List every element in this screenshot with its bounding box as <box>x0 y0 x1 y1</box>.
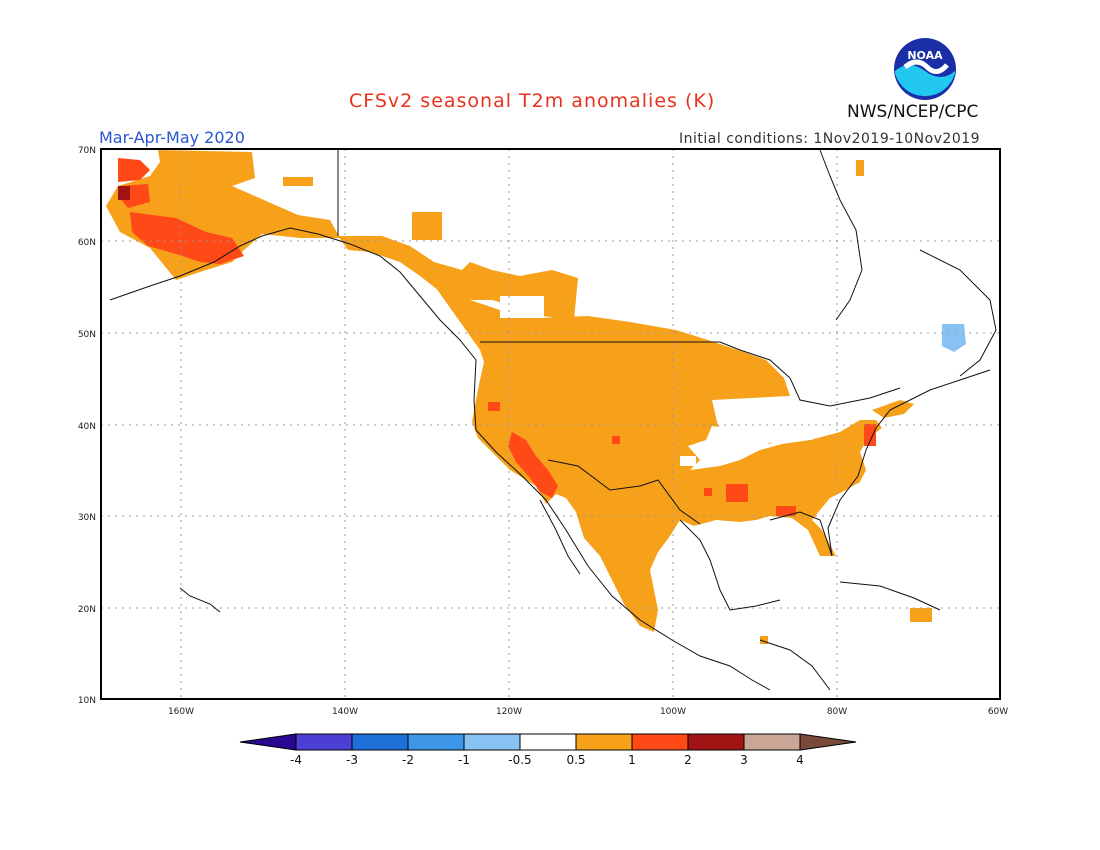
anomaly-fields <box>106 150 966 644</box>
lon-tick-label: 80W <box>827 707 847 717</box>
lat-tick-label: 70N <box>78 146 96 156</box>
lat-tick-label: 30N <box>78 513 96 523</box>
anomaly-region-southwest <box>508 432 558 498</box>
anomaly-region-quebec <box>942 324 966 352</box>
map-frame <box>100 148 1001 700</box>
colorbar-label: 0.5 <box>566 753 585 767</box>
agency-label: NWS/NCEP/CPC <box>847 102 979 122</box>
lon-ticks: 160W 140W 120W 100W 80W 60W <box>168 707 1008 717</box>
colorbar-label: -3 <box>346 753 358 767</box>
colorbar-segment <box>295 733 353 751</box>
noaa-logo-icon: NOAA <box>893 37 957 101</box>
colorbar-segment <box>407 733 465 751</box>
lon-tick-label: 60W <box>988 707 1008 717</box>
colorbar-segment <box>463 733 521 751</box>
colorbar-segment <box>575 733 633 751</box>
lat-tick-label: 40N <box>78 422 96 432</box>
colorbar-segment <box>631 733 689 751</box>
colorbar-label: 3 <box>740 753 748 767</box>
colorbar-label: 4 <box>796 753 804 767</box>
colorbar-segment <box>687 733 745 751</box>
anomaly-region-conus <box>436 288 882 632</box>
colorbar: -4 -3 -2 -1 -0.5 0.5 1 2 3 4 <box>239 733 857 767</box>
colorbar-arrow-low <box>239 733 297 751</box>
lon-tick-label: 140W <box>332 707 358 717</box>
map-title: CFSv2 seasonal T2m anomalies (K) <box>349 90 716 112</box>
lon-tick-label: 120W <box>496 707 522 717</box>
initial-conditions-label: Initial conditions: 1Nov2019-10Nov2019 <box>679 131 981 147</box>
lat-tick-label: 20N <box>78 605 96 615</box>
lat-tick-label: 60N <box>78 238 96 248</box>
colorbar-label: 2 <box>684 753 692 767</box>
logo-text: NOAA <box>907 49 943 62</box>
colorbar-label: -1 <box>458 753 470 767</box>
lat-tick-label: 10N <box>78 696 96 706</box>
colorbar-arrow-high <box>799 733 857 751</box>
lat-tick-label: 50N <box>78 330 96 340</box>
lat-ticks: 70N 60N 50N 40N 30N 20N 10N <box>78 146 96 706</box>
coastlines <box>109 149 997 691</box>
season-label: Mar-Apr-May 2020 <box>99 128 245 147</box>
colorbar-segment <box>351 733 409 751</box>
lon-tick-label: 100W <box>660 707 686 717</box>
colorbar-label: -4 <box>290 753 302 767</box>
map-gridlines <box>101 149 1000 699</box>
colorbar-label: -2 <box>402 753 414 767</box>
colorbar-label: 1 <box>628 753 636 767</box>
colorbar-segment <box>519 733 577 751</box>
colorbar-label: -0.5 <box>508 753 531 767</box>
colorbar-segment <box>743 733 801 751</box>
lon-tick-label: 160W <box>168 707 194 717</box>
anomaly-region-west-alaska <box>118 158 150 182</box>
